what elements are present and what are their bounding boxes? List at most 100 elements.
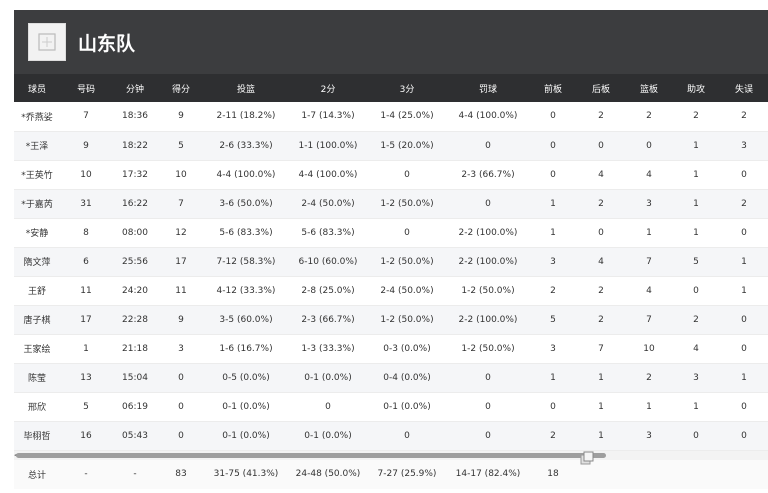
totals-cell: - [84,469,88,479]
stat-cell: 1 [672,189,720,219]
table-row[interactable]: *王英竹 10 17:32 10 4-4 (100.0%) 4-4 (100.0%) 0 2-… [14,160,768,190]
stat-cell: 0 [288,392,368,422]
stat-cell: 1 [576,392,626,422]
boxscore-panel: 山东队 球员 号码 分钟 得分 投篮 2分 3分 罚球 前板 后板 篮板 助攻 … [14,10,768,493]
stat-cell: 10 [626,334,672,364]
scroll-left-icon[interactable]: ◂ [14,451,18,460]
column-header[interactable]: 投篮 [236,84,255,95]
stat-cell: 3 [530,247,576,277]
stat-cell: 3 [720,131,768,161]
table-row[interactable]: *王泽 9 18:22 5 2-6 (33.3%) 1-1 (100.0%) 1-5 (20… [14,131,768,161]
stat-cell: 0 [672,276,720,306]
stat-cell: 7 [626,247,672,277]
stat-cell: 0 [530,392,576,422]
stat-cell: 0 [530,160,576,190]
stat-cell: 0 [368,218,446,248]
table-row[interactable]: *安静 8 08:00 12 5-6 (83.3%) 5-6 (83.3%) 0 2-2 (1… [14,218,768,248]
stat-cell: 1-4 (25.0%) [368,102,446,132]
stat-cell: 2 [720,102,768,132]
stat-cell: 2-2 (100.0%) [446,247,530,277]
player-name-cell: 毕栩哲 [14,421,60,451]
column-header[interactable]: 失误 [734,84,753,95]
stat-cell: 0-1 (0.0%) [288,363,368,393]
scrollbar-thumb[interactable] [16,452,606,458]
stat-cell: 0 [530,102,576,132]
table-row[interactable]: 唐子棋 17 22:28 9 3-5 (60.0%) 2-3 (66.7%) 1-2 (50… [14,305,768,335]
stat-cell: 1 [720,363,768,393]
column-header[interactable]: 篮板 [639,84,658,95]
stat-cell: 17 [158,247,204,277]
stat-cell: 1 [672,392,720,422]
stat-cell: 8 [60,218,112,248]
totals-cell: 83 [175,469,187,479]
stat-cell: 3 [530,334,576,364]
column-header[interactable]: 分钟 [125,84,144,95]
player-name-cell: 唐子棋 [14,305,60,335]
stat-cell: 1 [576,363,626,393]
table-row[interactable]: *乔燕娑 7 18:36 9 2-11 (18.2%) 1-7 (14.3%) 1-4 (2… [14,102,768,132]
column-header[interactable]: 号码 [76,84,95,95]
stat-cell: 3 [158,334,204,364]
stat-cell: 0 [720,160,768,190]
stat-cell: 7 [626,305,672,335]
table-row[interactable]: 王舒 11 24:20 11 4-12 (33.3%) 2-8 (25.0%) 2-4 (5… [14,276,768,306]
column-header[interactable]: 3分 [399,84,415,95]
stat-cell: 7-12 (58.3%) [204,247,288,277]
stat-cell: 2 [530,276,576,306]
stat-cell: 1-7 (14.3%) [288,102,368,132]
stat-cell: 0 [720,421,768,451]
table-header-row: 球员 号码 分钟 得分 投篮 2分 3分 罚球 前板 后板 篮板 助攻 失误 [14,74,768,102]
table-row[interactable]: 邢欣 5 06:19 0 0-1 (0.0%) 0 0-1 (0.0%) 0 0 1 1 1 0 [14,392,768,422]
column-header[interactable]: 2分 [320,84,336,95]
stat-cell: 0 [158,392,204,422]
stat-cell: 18:36 [112,102,158,132]
stat-cell: 2-2 (100.0%) [446,305,530,335]
stat-cell: 0 [446,189,530,219]
stat-cell: 2 [576,276,626,306]
column-header[interactable]: 前板 [543,84,562,95]
horizontal-scrollbar[interactable]: ◂ [14,450,768,460]
stat-cell: 9 [60,131,112,161]
stat-cell: 2-3 (66.7%) [446,160,530,190]
stat-cell: 10 [60,160,112,190]
table-row[interactable]: 陈莹 13 15:04 0 0-5 (0.0%) 0-1 (0.0%) 0-4 (0.0%)… [14,363,768,393]
column-header[interactable]: 球员 [27,84,46,95]
stat-cell: 0 [158,363,204,393]
stat-cell: 21:18 [112,334,158,364]
stat-cell: 06:19 [112,392,158,422]
table-row[interactable]: 毕栩哲 16 05:43 0 0-1 (0.0%) 0-1 (0.0%) 0 0 2 1 3 0 0 [14,421,768,451]
stat-cell: 6 [60,247,112,277]
stat-cell: 0 [720,392,768,422]
totals-cell [626,460,672,489]
stat-cell: 1-2 (50.0%) [368,305,446,335]
column-header[interactable]: 后板 [591,84,610,95]
stat-cell: 2 [672,305,720,335]
stat-cell: 1 [530,363,576,393]
stat-cell: 3 [672,363,720,393]
table-row[interactable]: 隋文萍 6 25:56 17 7-12 (58.3%) 6-10 (60.0%) 1-2 (… [14,247,768,277]
stat-cell: 4 [626,160,672,190]
column-header[interactable]: 罚球 [478,84,497,95]
stat-cell: 0 [446,363,530,393]
stat-cell: 0 [576,218,626,248]
stat-cell: 2-8 (25.0%) [288,276,368,306]
stat-cell: 11 [60,276,112,306]
table-row[interactable]: *于嘉芮 31 16:22 7 3-6 (50.0%) 2-4 (50.0%) 1-2 (5… [14,189,768,219]
stat-cell: 1 [720,247,768,277]
stat-cell: 3 [626,189,672,219]
resize-handle-icon[interactable] [580,451,594,465]
stat-cell: 0-1 (0.0%) [368,392,446,422]
stat-cell: 5 [530,305,576,335]
stat-cell: 0 [720,334,768,364]
column-header[interactable]: 得分 [171,84,190,95]
column-header[interactable]: 助攻 [686,84,705,95]
stat-cell: 2-11 (18.2%) [204,102,288,132]
stat-cell: 0 [368,160,446,190]
stat-cell: 3-6 (50.0%) [204,189,288,219]
totals-row: 总计 - - 83 31-75 (41.3%) 24-48 (50.0%) 7-… [14,459,768,489]
stat-cell: 6-10 (60.0%) [288,247,368,277]
stat-cell: 2-3 (66.7%) [288,305,368,335]
table-row[interactable]: 王家绘 1 21:18 3 1-6 (16.7%) 1-3 (33.3%) 0-3 (0.0… [14,334,768,364]
stat-cell: 0 [368,421,446,451]
stat-cell: 2 [576,102,626,132]
